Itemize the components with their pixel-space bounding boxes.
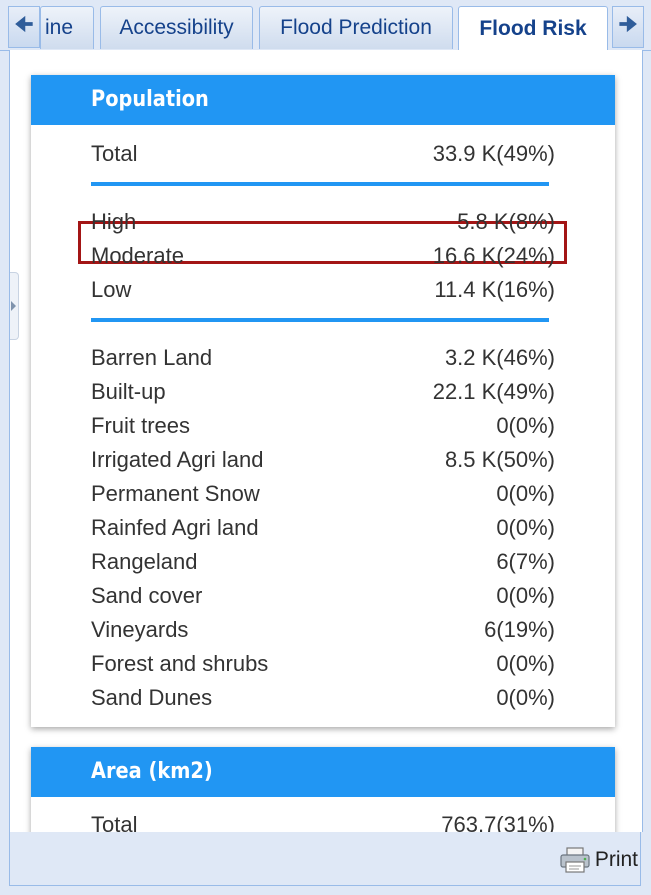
row-label: Total (91, 812, 138, 832)
row-label: Forest and shrubs (91, 651, 269, 676)
population-header: Population (31, 75, 615, 125)
highlight-box (78, 221, 567, 264)
tab-bar: 🠈 ine Accessibility Flood Prediction Flo… (0, 0, 651, 51)
print-label: Print (594, 848, 638, 871)
row-value: 22.1 K(49%) (432, 379, 555, 404)
landcover-row: Permanent Snow 0(0%) (91, 478, 555, 510)
row-label: Sand Dunes (91, 685, 213, 710)
card-title: Area (km2) (91, 759, 213, 784)
content-panel[interactable]: Population Total 33.9 K(49%) High 5.8 K(… (9, 50, 643, 832)
row-value: 16.6 K(24%) (432, 243, 555, 268)
row-value: 0(0%) (496, 685, 555, 710)
landcover-row: Fruit trees 0(0%) (91, 410, 555, 442)
row-label: Rainfed Agri land (91, 515, 259, 540)
row-label: Fruit trees (91, 413, 191, 438)
risk-row-low: Low 11.4 K(16%) (91, 274, 555, 306)
tab-accessibility[interactable]: Accessibility (100, 6, 253, 49)
row-label: Total (91, 141, 138, 166)
landcover-row: Rainfed Agri land 0(0%) (91, 512, 555, 544)
area-total-row: Total 763.7(31%) (91, 809, 555, 832)
landcover-row: Built-up 22.1 K(49%) (91, 376, 555, 408)
row-label: Built-up (91, 379, 166, 404)
tab-label: Accessibility (119, 16, 234, 39)
row-label: High (91, 209, 137, 234)
area-card: Area (km2) Total 763.7(31%) (31, 747, 615, 832)
landcover-row: Irrigated Agri land 8.5 K(50%) (91, 444, 555, 476)
row-label: Vineyards (91, 617, 189, 642)
risk-row-high: High 5.8 K(8%) (91, 206, 555, 238)
row-value: 8.5 K(50%) (444, 447, 555, 472)
landcover-row: Forest and shrubs 0(0%) (91, 648, 555, 680)
row-value: 6(7%) (496, 549, 555, 574)
row-value: 33.9 K(49%) (432, 141, 555, 166)
row-value: 5.8 K(8%) (457, 209, 555, 234)
arrow-left-icon[interactable]: 🠈 (8, 6, 40, 48)
row-label: Low (91, 277, 132, 302)
landcover-row: Sand cover 0(0%) (91, 580, 555, 612)
area-header: Area (km2) (31, 747, 615, 797)
landcover-row: Rangeland 6(7%) (91, 546, 555, 578)
collapse-handle[interactable] (10, 272, 19, 340)
row-label: Moderate (91, 243, 184, 268)
arrow-right-icon[interactable]: 🠊 (612, 6, 644, 48)
row-label: Barren Land (91, 345, 213, 370)
tab-flood-prediction[interactable]: Flood Prediction (259, 6, 453, 49)
row-value: 3.2 K(46%) (444, 345, 555, 370)
landcover-row: Barren Land 3.2 K(46%) (91, 342, 555, 374)
risk-row-moderate: Moderate 16.6 K(24%) (91, 240, 555, 272)
row-value: 0(0%) (496, 481, 555, 506)
row-value: 0(0%) (496, 651, 555, 676)
row-label: Permanent Snow (91, 481, 260, 506)
landcover-row: Sand Dunes 0(0%) (91, 682, 555, 714)
divider (91, 182, 549, 186)
row-label: Sand cover (91, 583, 203, 608)
tab-label: Flood Prediction (280, 16, 432, 39)
row-value: 0(0%) (496, 583, 555, 608)
card-title: Population (91, 87, 209, 112)
row-value: 763.7(31%) (441, 812, 555, 832)
row-value: 0(0%) (496, 413, 555, 438)
row-label: Irrigated Agri land (91, 447, 264, 472)
population-total-row: Total 33.9 K(49%) (91, 138, 555, 170)
divider (91, 318, 549, 322)
landcover-row: Vineyards 6(19%) (91, 614, 555, 646)
tab-label: Flood Risk (479, 17, 587, 40)
footer-toolbar: Print (9, 832, 641, 886)
row-value: 11.4 K(16%) (434, 277, 555, 302)
print-button[interactable]: Print (559, 844, 638, 876)
tab-label: ine (45, 16, 74, 39)
row-value: 0(0%) (496, 515, 555, 540)
population-card: Population Total 33.9 K(49%) High 5.8 K(… (31, 75, 615, 727)
tab-partial[interactable]: ine (40, 6, 94, 49)
printer-icon (560, 847, 590, 873)
tab-flood-risk[interactable]: Flood Risk (458, 6, 608, 51)
row-value: 6(19%) (484, 617, 555, 642)
row-label: Rangeland (91, 549, 198, 574)
